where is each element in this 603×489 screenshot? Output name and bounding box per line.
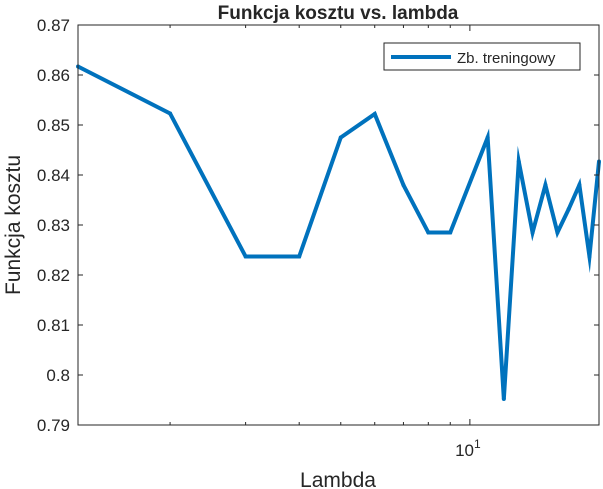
data-point: [297, 254, 302, 259]
data-point: [516, 159, 521, 164]
data-point: [448, 230, 453, 235]
y-tick-label: 0.83: [37, 216, 70, 235]
data-point: [243, 254, 248, 259]
data-point: [577, 183, 582, 187]
y-axis-label: Funkcja kosztu: [2, 155, 25, 295]
y-tick-label: 0.8: [46, 366, 70, 385]
y-tick-label: 0.87: [37, 16, 70, 35]
data-point: [501, 397, 506, 401]
data-point: [485, 135, 490, 140]
data-point: [555, 230, 560, 235]
plot-area: [78, 25, 599, 425]
data-point: [168, 111, 173, 116]
legend[interactable]: Zb. treningowy: [383, 42, 581, 71]
data-point: [530, 230, 535, 235]
y-axis-ticks: 0.79 0.8 0.81 0.82 0.83 0.84 0.85 0.86 0.87: [37, 16, 599, 435]
x-axis-label: Lambda: [300, 469, 376, 489]
y-tick-label: 0.86: [37, 66, 70, 85]
y-tick-label: 0.84: [37, 166, 70, 185]
y-tick-label: 0.85: [37, 116, 70, 135]
y-tick-label: 0.79: [37, 416, 70, 435]
data-point: [338, 135, 343, 140]
data-point: [372, 112, 377, 116]
y-tick-label: 0.82: [37, 266, 70, 285]
data-point: [566, 207, 571, 211]
legend-label-series-1: Zb. treningowy: [457, 50, 556, 67]
x-tick-label: 101: [455, 437, 481, 460]
chart-title: Funkcja kosztu vs. lambda: [218, 3, 459, 24]
y-tick-label: 0.81: [37, 316, 70, 335]
data-point: [426, 230, 431, 235]
data-point: [587, 254, 592, 259]
data-point: [401, 183, 406, 187]
data-point: [543, 183, 548, 187]
series-layer: [76, 64, 601, 401]
